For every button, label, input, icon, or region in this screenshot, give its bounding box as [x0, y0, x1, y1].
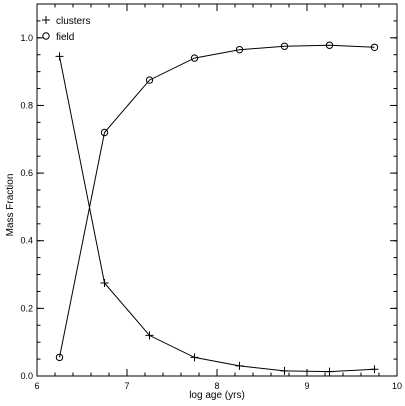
x-tick-label-0: 6 — [34, 381, 39, 391]
point-clusters-6 — [325, 367, 334, 376]
y-tick-label-2: 0.4 — [20, 236, 33, 246]
point-field-0 — [55, 353, 64, 362]
y-tick-label-4: 0.8 — [20, 100, 33, 110]
y-tick-label-0: 0.0 — [20, 371, 33, 381]
x-tick-label-3: 9 — [304, 381, 309, 391]
point-field-6 — [325, 41, 334, 49]
legend-label-clusters: clusters — [56, 16, 90, 27]
point-clusters-3 — [190, 353, 199, 362]
series-line-field — [59, 44, 375, 358]
point-clusters-5 — [280, 366, 289, 375]
point-field-4 — [235, 45, 244, 54]
point-clusters-1 — [100, 279, 109, 287]
y-tick-label-5: 1.0 — [20, 33, 33, 43]
legend-marker-clusters — [42, 16, 50, 24]
series-line-clusters — [59, 56, 375, 373]
point-field-7 — [370, 43, 379, 51]
point-clusters-7 — [370, 365, 379, 374]
y-tick-label-3: 0.6 — [20, 168, 33, 178]
point-field-1 — [100, 128, 109, 137]
x-tick-label-2: 8 — [214, 381, 219, 391]
point-field-2 — [145, 76, 154, 84]
legend-marker-field — [42, 32, 50, 40]
point-field-5 — [280, 42, 289, 50]
legend-label-field: field — [56, 32, 74, 43]
point-clusters-2 — [145, 331, 154, 340]
y-tick-label-1: 0.2 — [20, 303, 33, 313]
x-tick-label-4: 10 — [392, 381, 402, 391]
legend: clusters field — [42, 16, 90, 43]
point-field-3 — [190, 54, 199, 62]
x-axis-label: log age (yrs) — [189, 390, 245, 401]
point-clusters-0 — [55, 52, 64, 61]
point-clusters-4 — [235, 361, 244, 370]
plot-frame — [36, 3, 398, 377]
y-axis-label: Mass Fraction — [5, 174, 16, 237]
x-tick-label-1: 7 — [124, 381, 129, 391]
